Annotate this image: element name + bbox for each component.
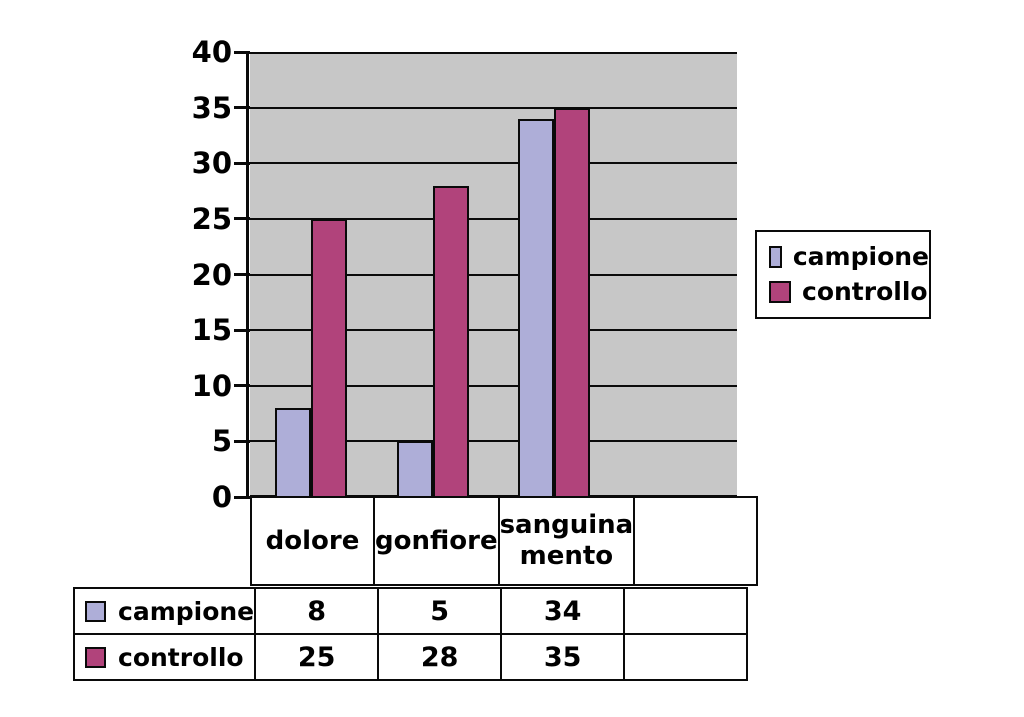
y-axis-label-0: 0	[211, 480, 232, 514]
row-header-label: controllo	[118, 642, 244, 672]
y-tick-25	[234, 217, 250, 221]
y-tick-5	[234, 439, 250, 443]
table-swatch-campione	[85, 600, 106, 622]
y-tick-20	[234, 273, 250, 276]
category-header-dolore: dolore	[250, 496, 375, 586]
cell-controllo-empty	[623, 633, 749, 681]
legend-swatch-controllo	[769, 281, 791, 303]
bar-campione-dolore	[274, 408, 311, 497]
y-axis-label-25: 25	[191, 201, 232, 236]
row-header-campione: campione	[72, 587, 257, 635]
gridline-y-35	[250, 106, 737, 109]
bar-controllo-gonfiore	[432, 185, 469, 497]
table-row-controllo: controllo 25 28 35	[72, 633, 749, 681]
cell-campione-sanguinamento: 34	[500, 587, 626, 635]
legend-label: campione	[792, 242, 929, 271]
y-tick-15	[234, 328, 250, 332]
category-header-sanguina-mento: sanguina mento	[497, 496, 636, 586]
gridline-y-15	[250, 329, 737, 332]
table-row-campione: campione 8 5 34	[72, 587, 749, 635]
y-axis-label-20: 20	[191, 257, 232, 292]
cell-campione-dolore: 8	[254, 587, 380, 635]
gridline-y-25	[250, 217, 737, 220]
y-tick-40	[234, 50, 250, 54]
row-header-label: campione	[118, 596, 255, 626]
gridline-y-0	[250, 495, 737, 497]
bar-controllo-sanguinamento	[554, 107, 591, 497]
gridline-y-10	[250, 384, 737, 387]
y-tick-30	[234, 161, 250, 165]
legend-label: controllo	[802, 277, 928, 306]
gridline-y-5	[250, 440, 737, 443]
legend-swatch-campione	[769, 246, 782, 268]
y-tick-35	[234, 106, 250, 110]
legend-item-campione: campione	[769, 244, 929, 270]
gridline-y-20	[250, 273, 737, 276]
plot-area	[250, 52, 737, 497]
y-tick-0	[234, 495, 250, 499]
cell-controllo-dolore: 25	[254, 633, 380, 681]
y-axis-label-35: 35	[191, 90, 232, 125]
category-header-table: dolore gonfiore sanguina mento	[250, 496, 759, 586]
y-axis-label-30: 30	[191, 146, 232, 181]
y-axis-label-15: 15	[191, 313, 232, 348]
cell-campione-gonfiore: 5	[377, 587, 503, 635]
gridline-y-30	[250, 162, 737, 165]
legend: campione controllo	[755, 230, 931, 319]
y-axis-label-40: 40	[191, 35, 232, 69]
bar-campione-gonfiore	[396, 441, 433, 497]
y-axis-label-10: 10	[191, 368, 232, 403]
bar-controllo-dolore	[310, 218, 347, 497]
row-header-controllo: controllo	[72, 633, 257, 681]
cell-campione-empty	[623, 587, 749, 635]
gridline-y-40	[250, 52, 737, 54]
cell-controllo-gonfiore: 28	[377, 633, 503, 681]
y-axis-label-5: 5	[211, 424, 232, 459]
category-header-gonfiore: gonfiore	[373, 496, 500, 586]
legend-item-controllo: controllo	[769, 279, 929, 305]
y-tick-10	[234, 384, 250, 388]
cell-controllo-sanguinamento: 35	[500, 633, 626, 681]
category-header-empty	[633, 496, 759, 586]
table-swatch-controllo	[85, 646, 106, 668]
data-table: campione 8 5 34 controllo 25 28 35	[72, 587, 749, 681]
bar-campione-sanguinamento	[518, 118, 555, 497]
